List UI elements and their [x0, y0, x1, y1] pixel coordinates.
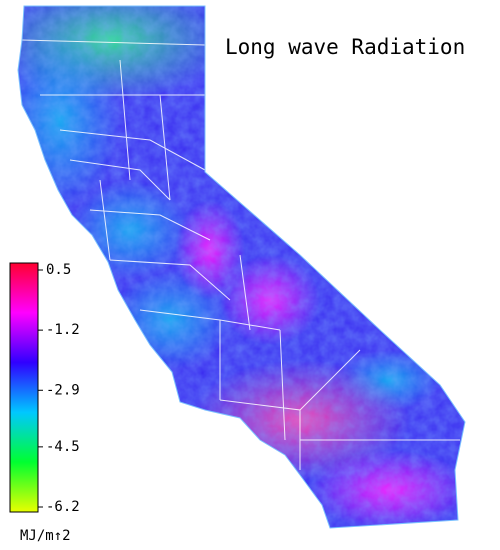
colorbar-tick-label: -6.2 [46, 499, 80, 515]
map-title: Long wave Radiation [225, 35, 465, 59]
colorbar-tick-label: 0.5 [46, 262, 71, 278]
colorbar-tick-label: -1.2 [46, 322, 80, 338]
colorbar-unit: MJ/m↑2 [20, 528, 71, 544]
colorbar-tick-label: -2.9 [46, 382, 80, 398]
colorbar [9, 262, 39, 513]
colorbar-tick-label: -4.5 [46, 439, 80, 455]
